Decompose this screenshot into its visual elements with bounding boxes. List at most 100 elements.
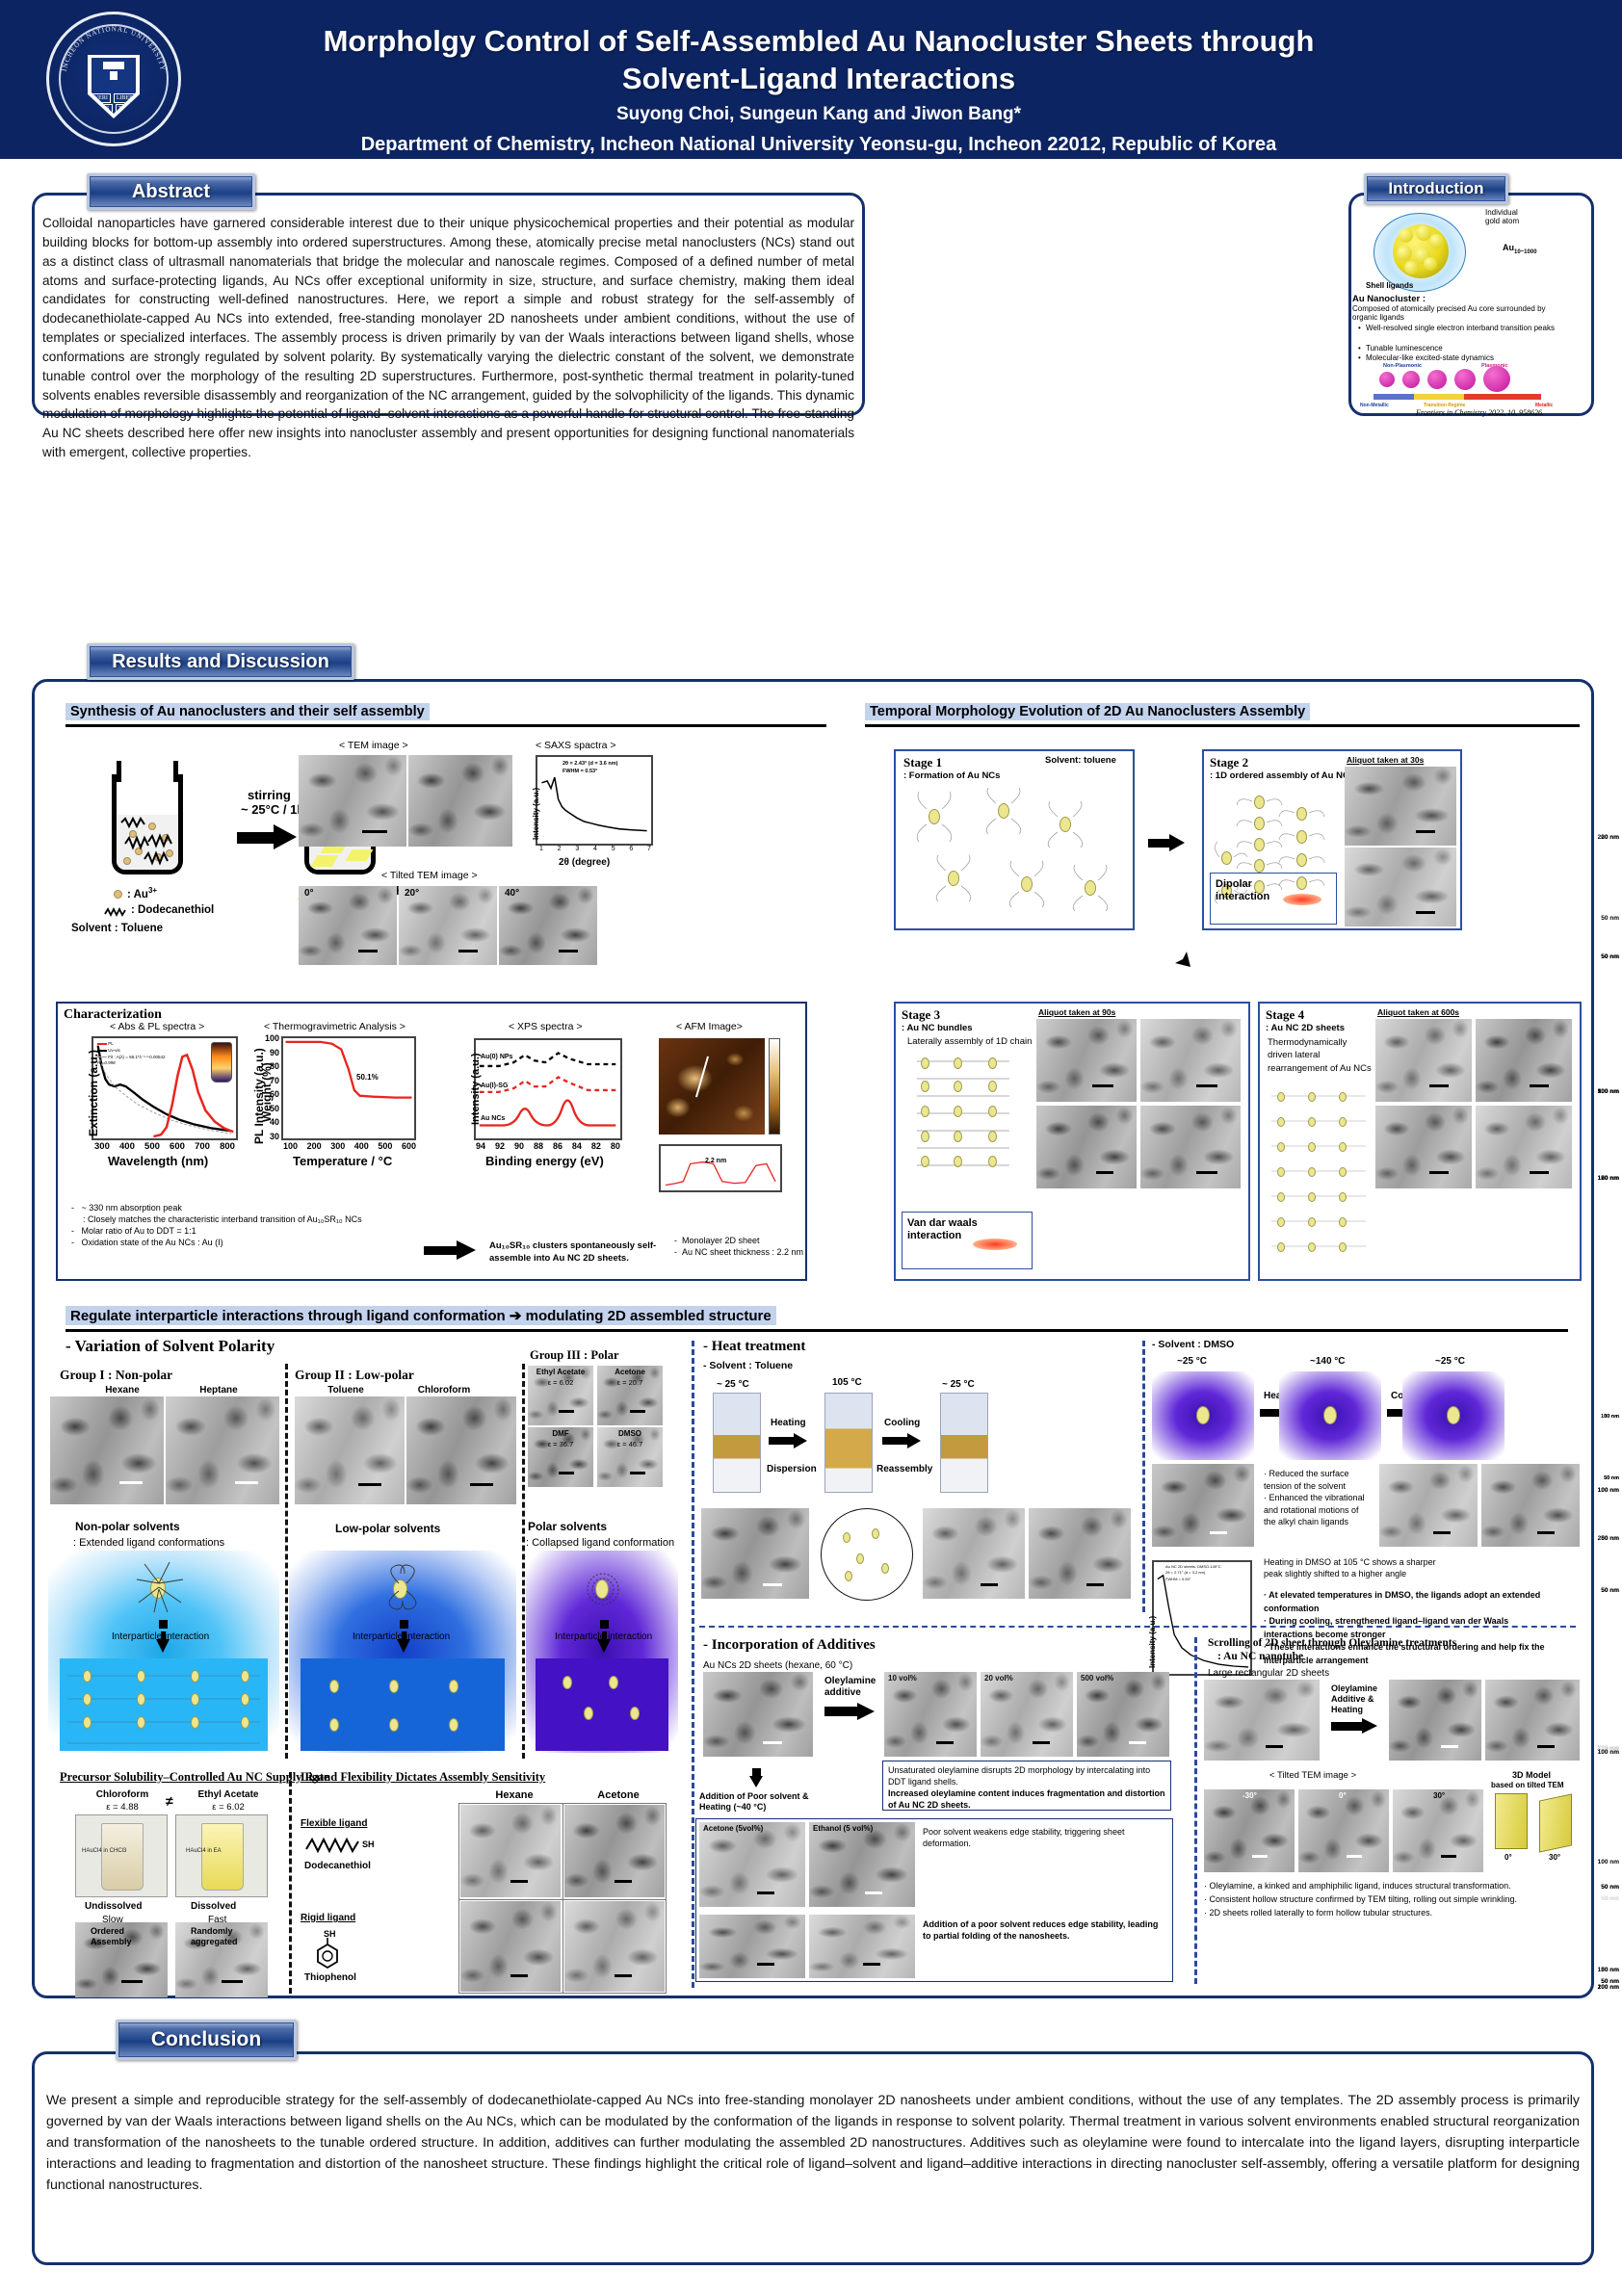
legend-au-dot <box>114 890 122 899</box>
heat-step-cooling: Cooling <box>884 1418 921 1428</box>
additives-arrow-icon <box>824 1703 878 1720</box>
stage-3-tem-4 <box>1140 1106 1241 1188</box>
intro-line1: Composed of atomically precised Au core … <box>1352 304 1546 313</box>
precursor-ne-symbol: ≠ <box>166 1793 173 1809</box>
nonpolar-ligands <box>136 1561 184 1613</box>
additives-note-1: Unsaturated oleylamine disrupts 2D morph… <box>888 1765 1151 1787</box>
additives-subtitle: Au NCs 2D sheets (hexane, 60 °C) <box>703 1660 853 1671</box>
xps-xlabel: Binding energy (eV) <box>485 1154 604 1168</box>
group-3-scalebar-0: 100 nm <box>559 1410 1619 2294</box>
abstract-banner: Abstract <box>87 173 255 210</box>
flex-scale-4: 50 nm <box>615 1974 1619 2294</box>
stage-3-tem-1 <box>1036 1019 1137 1102</box>
additives-note-2: Increased oleylamine content induces fra… <box>888 1788 1165 1811</box>
subhead-synthesis-rule <box>65 724 826 727</box>
dmso-bullets: · Reduced the surface tension of the sol… <box>1264 1469 1365 1527</box>
tga-xlabel: Temperature / °C <box>293 1154 393 1168</box>
tilt-scale-0deg: 100 nm <box>1347 1855 1619 2294</box>
stage-3-title: Stage 3 <box>902 1007 941 1022</box>
precursor-tem-left <box>75 1922 168 1997</box>
heat-vial-1 <box>713 1393 761 1493</box>
abs-xlabel: Wavelength (nm) <box>108 1154 209 1168</box>
tilt-angle-0deg: 0° <box>1339 1791 1347 1800</box>
saxs-xlabel: 2θ (degree) <box>559 857 611 868</box>
poster-department: Department of Chemistry, Incheon Nationa… <box>360 133 1277 155</box>
poster-title-line1: Morpholgy Control of Self-Assembled Au N… <box>323 24 1315 58</box>
group-1-title: Group I : Non-polar <box>60 1368 173 1382</box>
dmso-scale-2: 200 nm <box>1433 1531 1619 2294</box>
tilt-scale-p30: 100 nm <box>1441 1855 1619 2294</box>
model-3d-30 <box>1539 1793 1572 1853</box>
precursor-right-eps: ε = 6.02 <box>212 1802 245 1813</box>
nonpolar-panel-sub: : Extended ligand conformations <box>73 1537 225 1549</box>
poor-solvent-box <box>695 1818 1173 1982</box>
thiophenol-icon: SH <box>317 1929 338 1970</box>
svg-text:SH: SH <box>362 1839 375 1849</box>
heat-tem-1 <box>701 1508 809 1599</box>
poor-solvent-label-ethanol: Ethanol (5 vol%) <box>813 1824 874 1833</box>
flex-scale-3: 50 nm <box>510 1974 1619 2294</box>
caption-xps: < XPS spectra > <box>509 1021 583 1032</box>
dmso-conclusion-bullets: · At elevated temperatures in DMSO, the … <box>1264 1590 1545 1665</box>
stage-4-scalebar-3: 100 nm <box>1429 1171 1619 2294</box>
intro-citation: Frontiers in Chemistry 2022, 10, 958626. <box>1416 408 1545 417</box>
group-3-tem-dmf <box>528 1427 593 1487</box>
tga-plot: 50.1% <box>281 1036 416 1140</box>
xps-plot: Au(0) NPs Au(I)-SG Au NCs <box>474 1038 622 1140</box>
legend-solvent: Solvent : Toluene <box>71 923 163 934</box>
dmso-saxs-plot: Au NC 2D sheets, DMSO-140°C 2θ = 2.71° (… <box>1152 1560 1252 1676</box>
regime-metallic: Metallic <box>1535 403 1554 408</box>
precursor-scalebar-left: 200 nm <box>121 1980 1619 2294</box>
additives-vol-10: 10 vol% <box>888 1674 917 1683</box>
dipolar-label-1: Dipolar <box>1216 878 1252 890</box>
heat-arrow-2-icon <box>882 1433 925 1448</box>
stage-2-tem-top <box>1345 767 1456 846</box>
size-regime-diagram: Non-Plasmonic Plasmonic <box>1360 363 1582 404</box>
tilted-tem-m30 <box>1204 1789 1295 1872</box>
xps-ylabel: Intensity (a.u.) <box>470 1053 482 1125</box>
additives-scale-500: 200 nm <box>1129 1741 1619 2294</box>
dmso-note: Heating in DMSO at 105 °C shows a sharpe… <box>1264 1557 1436 1579</box>
stage-1-box <box>894 749 1135 930</box>
lowpolar-interaction-label: Interparticle interaction <box>353 1631 451 1642</box>
scrolling-scale-start: 200 nm <box>1266 1745 1619 2294</box>
saxs-ylabel: Intensity (a.u.) <box>532 787 540 840</box>
model-3d-0 <box>1495 1793 1528 1849</box>
heat-tem-2 <box>923 1508 1025 1599</box>
poor-solvent-note-1: Poor solvent weakens edge stability, tri… <box>923 1827 1125 1849</box>
characterization-right-bullets: - Monolayer 2D sheet - Au NC sheet thick… <box>674 1236 804 1258</box>
vdw-glyph <box>965 1231 1025 1264</box>
polar-nc <box>595 1579 609 1599</box>
polar-panel-sub: : Collapsed ligand conformation <box>526 1537 675 1549</box>
flexibility-col-acetone: Acetone <box>597 1789 640 1801</box>
stage-4-tem-1 <box>1375 1019 1472 1102</box>
subhead-regulate-rule <box>65 1329 1568 1332</box>
group-3-solvent-1-eps: ε = 20.7 <box>616 1378 643 1387</box>
dodecanethiol-icon: SH <box>305 1837 375 1854</box>
stage-4-title: Stage 4 <box>1266 1007 1305 1022</box>
nonpolar-arrow-icon <box>156 1620 170 1653</box>
scrolling-treatment-1: Oleylamine <box>1331 1683 1378 1693</box>
heat-temp-0: ~ 25 °C <box>717 1379 749 1390</box>
additives-heading: - Incorporation of Additives <box>703 1637 876 1653</box>
additives-scale-start: 200 nm <box>763 1741 1619 2294</box>
intro-heading: Au Nanocluster : <box>1352 294 1426 304</box>
caption-tga: < Thermogravimetric Analysis > <box>264 1021 406 1032</box>
scrolling-treatment-3: Heating <box>1331 1705 1364 1714</box>
regime-nonplasmonic: Non-Plasmonic <box>1383 363 1423 369</box>
regime-nonmetallic: Non-Metallic <box>1360 403 1389 408</box>
poor-scale-2: 50 nm <box>865 1892 1619 2294</box>
heat-label-reassembly: Reassembly <box>876 1464 933 1474</box>
stage-1-title: Stage 1 <box>903 755 943 770</box>
group-3-solvent-2-name: DMF <box>552 1429 569 1438</box>
group-2-solvent-1-name: Chloroform <box>417 1385 471 1396</box>
group-3-solvent-3-eps: ε = 46.7 <box>616 1440 643 1448</box>
heat-scale-1: 200 nm <box>763 1583 1619 2294</box>
scrolling-arrow-icon <box>1331 1718 1381 1734</box>
precursor-left-state: Undissolved <box>85 1901 143 1912</box>
tilt-angle-20: 20° <box>405 888 420 899</box>
stage-4-tem-3 <box>1375 1106 1472 1188</box>
saxs-plot <box>536 755 653 846</box>
stage-4-aliquot: Aliquot taken at 600s <box>1377 1007 1460 1017</box>
heat-circle-diagram <box>821 1508 913 1601</box>
